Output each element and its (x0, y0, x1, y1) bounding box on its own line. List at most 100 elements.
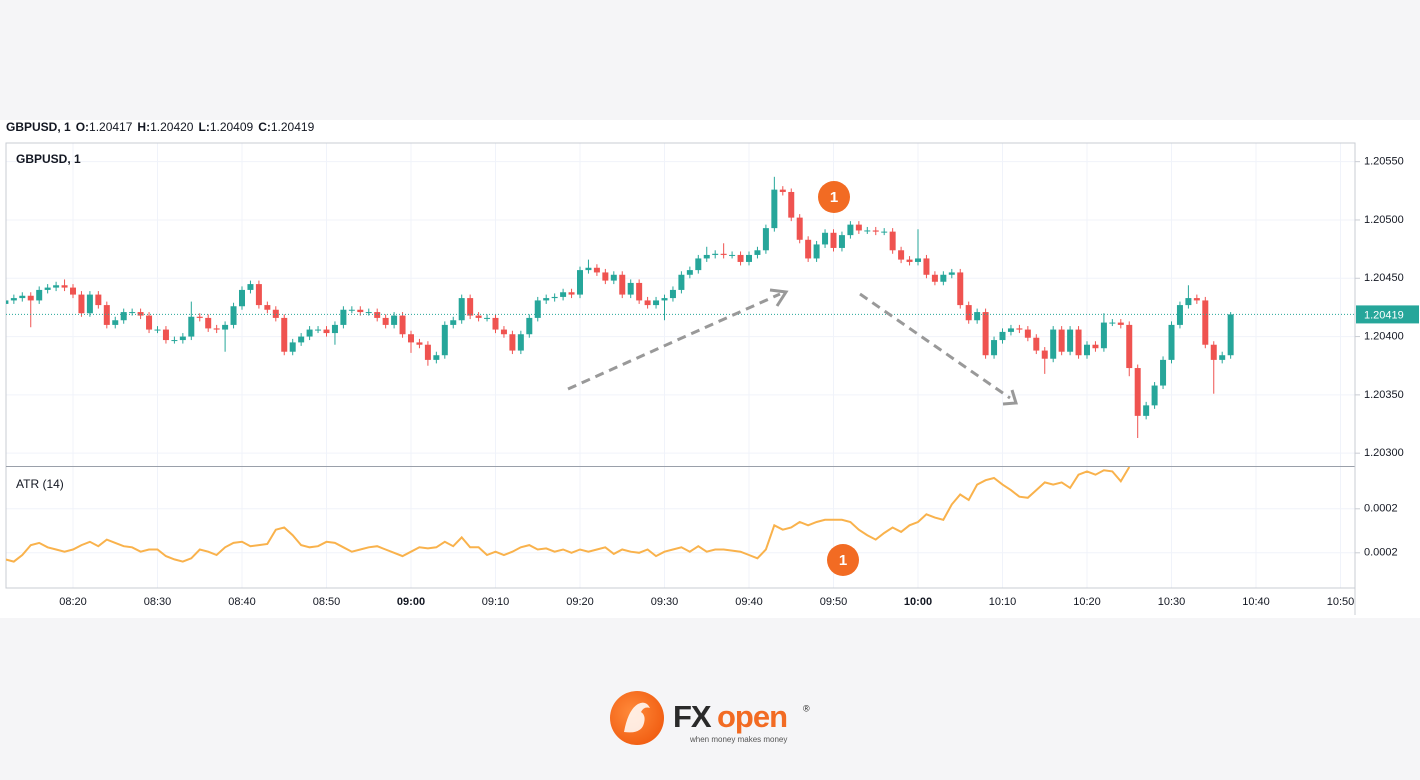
candle-body (1109, 322, 1116, 324)
candle-body (931, 274, 938, 282)
candle-body (948, 272, 955, 275)
annotation-text: 1 (830, 189, 838, 206)
trend-arrows (567, 288, 1018, 406)
candle-body (103, 305, 110, 325)
candle-body (1185, 298, 1192, 306)
candle-body (526, 317, 533, 335)
candle-body (137, 312, 144, 316)
candle-body (881, 231, 888, 233)
x-tick-label: 08:20 (59, 596, 87, 608)
candle-body (754, 250, 761, 255)
x-tick-label: 09:40 (735, 596, 763, 608)
candle-body (965, 305, 972, 321)
candle-body (86, 294, 93, 314)
candle-body (636, 282, 643, 301)
logo-icon-shape (624, 702, 650, 733)
candle-body (678, 274, 685, 290)
y-tick-label: 1.20400 (1364, 330, 1404, 342)
candle-body (408, 334, 414, 343)
candle-body (813, 244, 820, 259)
candle-body (779, 189, 786, 192)
candle-body (6, 300, 9, 304)
candle-body (416, 342, 423, 345)
candle-body (382, 317, 389, 325)
candle-body (179, 336, 186, 341)
last-price-tag (1356, 305, 1419, 324)
candle-body (517, 334, 524, 351)
candle-body (70, 287, 76, 295)
candle-body (991, 340, 998, 356)
annotation-badge (827, 544, 859, 576)
candle-body (729, 254, 736, 256)
candle-body (484, 317, 491, 319)
candle-body (974, 312, 981, 321)
candle-body (424, 344, 431, 360)
candle-body (712, 253, 719, 255)
candle-body (475, 315, 482, 318)
candle-body (1227, 314, 1234, 356)
candle-body (120, 312, 127, 321)
candle-body (467, 298, 474, 316)
candle-body (822, 232, 829, 245)
candle-body (509, 334, 516, 351)
candle-body (36, 289, 43, 301)
candle-body (357, 309, 364, 313)
candle-body (1176, 305, 1183, 325)
candle-body (830, 232, 837, 248)
x-tick-label: 10:50 (1327, 596, 1355, 608)
candle-body (1033, 337, 1040, 351)
candle-body (593, 267, 600, 273)
candle-body (923, 258, 930, 275)
candle-body (129, 312, 136, 314)
candle-body (644, 300, 651, 306)
candle-body (264, 305, 271, 310)
candle-body (450, 320, 457, 325)
y-tick-label: 1.20350 (1364, 389, 1404, 401)
candle-body (492, 317, 499, 330)
candle-body (855, 224, 862, 231)
candle-body (746, 254, 752, 262)
x-tick-label: 08:40 (228, 596, 256, 608)
candle-body (61, 285, 68, 288)
candle-body (441, 324, 448, 356)
candle-body (915, 258, 921, 262)
candle-body (365, 312, 372, 314)
x-tick-label: 09:10 (482, 596, 510, 608)
candle-body (906, 259, 913, 262)
logo-tagline: when money makes money (689, 735, 787, 744)
candle-body (272, 309, 279, 318)
candle-body (19, 295, 26, 299)
candle-body (162, 329, 169, 341)
candle-body (239, 289, 245, 307)
candle-body (289, 342, 296, 352)
candle-body (1084, 344, 1090, 356)
candle-body (1168, 324, 1175, 360)
indicator-title: ATR (14) (16, 477, 64, 491)
candle-body (560, 292, 567, 297)
candle-body (458, 298, 465, 321)
candle-body (1117, 322, 1124, 325)
candle-body (306, 329, 313, 337)
candle-body (1041, 350, 1048, 359)
candle-body (1143, 405, 1150, 416)
y-tick-label: 1.20450 (1364, 272, 1404, 284)
candle-body (255, 284, 262, 306)
candle-body (1126, 324, 1133, 369)
candle-body (982, 312, 989, 356)
candle-body (222, 324, 229, 330)
logo-registered: ® (803, 703, 810, 713)
last-price-label: 1.20419 (1364, 309, 1404, 321)
candle-body (247, 284, 254, 290)
candle-body (78, 294, 85, 314)
x-tick-label: 10:40 (1242, 596, 1270, 608)
candle-body (1193, 298, 1200, 301)
y-tick-label: 0.0002 (1364, 547, 1398, 559)
annotation-badge (818, 181, 850, 213)
candle-body (171, 340, 178, 342)
annotation-text: 1 (839, 552, 847, 569)
candle-body (298, 336, 305, 343)
plot (6, 176, 1355, 563)
candle-body (703, 254, 710, 259)
candle-body (1050, 329, 1057, 359)
candle-body (1075, 329, 1082, 356)
